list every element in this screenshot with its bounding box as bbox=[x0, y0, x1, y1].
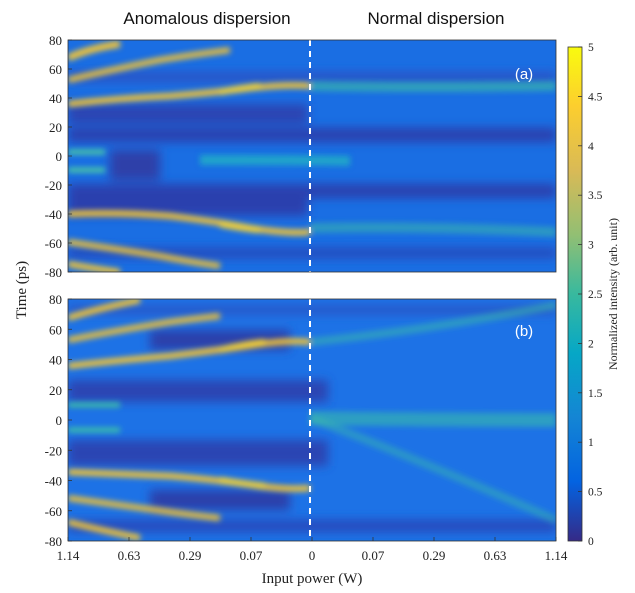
y-tick-label-a: 0 bbox=[56, 149, 63, 164]
panel-b: (b) bbox=[67, 298, 557, 542]
y-tick-label-b: 40 bbox=[49, 353, 62, 368]
colorbar-tick-label: 1 bbox=[588, 437, 594, 449]
panel-a: (a) bbox=[67, 39, 557, 273]
y-tick-label-a: -60 bbox=[45, 236, 62, 251]
y-axis-ticks-panel-b: 80 60 40 20 0 -20 -40 -60 -80 bbox=[45, 292, 72, 549]
colorbar: 0 0.5 1 1.5 2 2.5 3 3.5 4 4.5 5 Normalized intensi… bbox=[567, 42, 620, 548]
colorbar-tick-label: 5 bbox=[588, 42, 594, 54]
y-tick-label-b: 60 bbox=[49, 322, 62, 337]
colorbar-tick-label: 1.5 bbox=[588, 388, 603, 400]
y-tick-label-b: -80 bbox=[45, 534, 62, 549]
colorbar-tick-label: 2.5 bbox=[588, 289, 603, 301]
x-tick-label: 0.63 bbox=[484, 548, 507, 563]
x-tick-label: 0.63 bbox=[118, 548, 141, 563]
y-tick-label-a: 20 bbox=[49, 120, 62, 135]
colorbar-label: Normalized intensity (arb. unit) bbox=[606, 218, 620, 370]
colorbar-tick-label: 4 bbox=[588, 141, 594, 153]
y-tick-label-a: -20 bbox=[45, 178, 62, 193]
y-axis-ticks-panel-a: 80 60 40 20 0 -20 -40 -60 -80 bbox=[45, 33, 72, 280]
x-tick-label: 1.14 bbox=[545, 548, 568, 563]
panel-b-label: (b) bbox=[515, 323, 533, 340]
x-tick-label: 0.29 bbox=[179, 548, 202, 563]
y-tick-label-a: -80 bbox=[45, 265, 62, 280]
colorbar-ticks: 0 0.5 1 1.5 2 2.5 3 3.5 4 4.5 5 bbox=[578, 42, 603, 548]
colorbar-tick-label: 4.5 bbox=[588, 91, 603, 103]
x-axis-ticks: 1.14 0.63 0.29 0.07 0 0.07 0.29 0.63 1.14 bbox=[57, 537, 568, 563]
panel-a-label: (a) bbox=[515, 66, 533, 83]
x-axis-label: Input power (W) bbox=[262, 571, 363, 587]
y-tick-label-b: -20 bbox=[45, 443, 62, 458]
y-tick-label-a: -40 bbox=[45, 207, 62, 222]
x-tick-label: 0 bbox=[309, 548, 316, 563]
colorbar-tick-label: 0 bbox=[588, 536, 594, 548]
colorbar-tick-label: 3 bbox=[588, 240, 594, 252]
y-tick-label-b: -40 bbox=[45, 474, 62, 489]
normal-dispersion-title: Normal dispersion bbox=[368, 9, 505, 28]
y-tick-label-b: 0 bbox=[56, 413, 63, 428]
y-tick-label-b: -60 bbox=[45, 504, 62, 519]
x-tick-label: 0.29 bbox=[423, 548, 446, 563]
x-tick-label: 0.07 bbox=[362, 548, 385, 563]
y-tick-label-b: 20 bbox=[49, 383, 62, 398]
y-axis-label: Time (ps) bbox=[14, 261, 30, 319]
x-tick-label: 1.14 bbox=[57, 548, 80, 563]
y-tick-label-b: 80 bbox=[49, 292, 62, 307]
colorbar-tick-label: 0.5 bbox=[588, 487, 603, 499]
x-tick-label: 0.07 bbox=[240, 548, 263, 563]
y-tick-label-a: 40 bbox=[49, 91, 62, 106]
colorbar-tick-label: 2 bbox=[588, 338, 594, 350]
y-tick-label-a: 80 bbox=[49, 33, 62, 48]
anomalous-dispersion-title: Anomalous dispersion bbox=[123, 9, 290, 28]
colorbar-tick-label: 3.5 bbox=[588, 190, 603, 202]
y-tick-label-a: 60 bbox=[49, 62, 62, 77]
